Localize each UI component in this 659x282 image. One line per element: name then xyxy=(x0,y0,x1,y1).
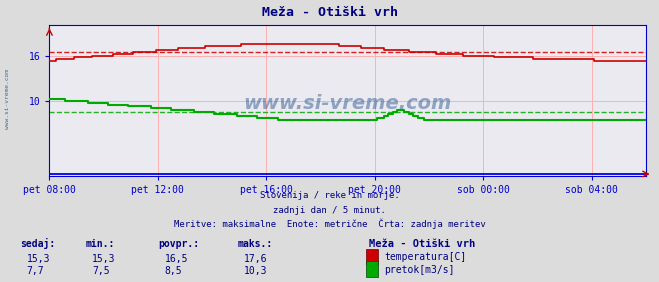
Text: temperatura[C]: temperatura[C] xyxy=(384,252,467,262)
Text: Slovenija / reke in morje.: Slovenija / reke in morje. xyxy=(260,191,399,201)
Text: 7,5: 7,5 xyxy=(92,266,110,276)
Text: 7,7: 7,7 xyxy=(26,266,44,276)
Text: www.si-vreme.com: www.si-vreme.com xyxy=(243,94,452,113)
Text: zadnji dan / 5 minut.: zadnji dan / 5 minut. xyxy=(273,206,386,215)
Text: 8,5: 8,5 xyxy=(165,266,183,276)
Text: 15,3: 15,3 xyxy=(26,254,50,264)
Text: maks.:: maks.: xyxy=(237,239,272,249)
Text: 10,3: 10,3 xyxy=(244,266,268,276)
Text: min.:: min.: xyxy=(86,239,115,249)
Text: Meža - Otiški vrh: Meža - Otiški vrh xyxy=(369,239,475,249)
Text: povpr.:: povpr.: xyxy=(158,239,199,249)
Text: pretok[m3/s]: pretok[m3/s] xyxy=(384,265,455,275)
Text: sedaj:: sedaj: xyxy=(20,238,55,250)
Text: www.si-vreme.com: www.si-vreme.com xyxy=(5,69,11,129)
Text: 17,6: 17,6 xyxy=(244,254,268,264)
Text: 16,5: 16,5 xyxy=(165,254,188,264)
Text: Meritve: maksimalne  Enote: metrične  Črta: zadnja meritev: Meritve: maksimalne Enote: metrične Črta… xyxy=(173,219,486,230)
Text: 15,3: 15,3 xyxy=(92,254,116,264)
Text: Meža - Otiški vrh: Meža - Otiški vrh xyxy=(262,6,397,19)
